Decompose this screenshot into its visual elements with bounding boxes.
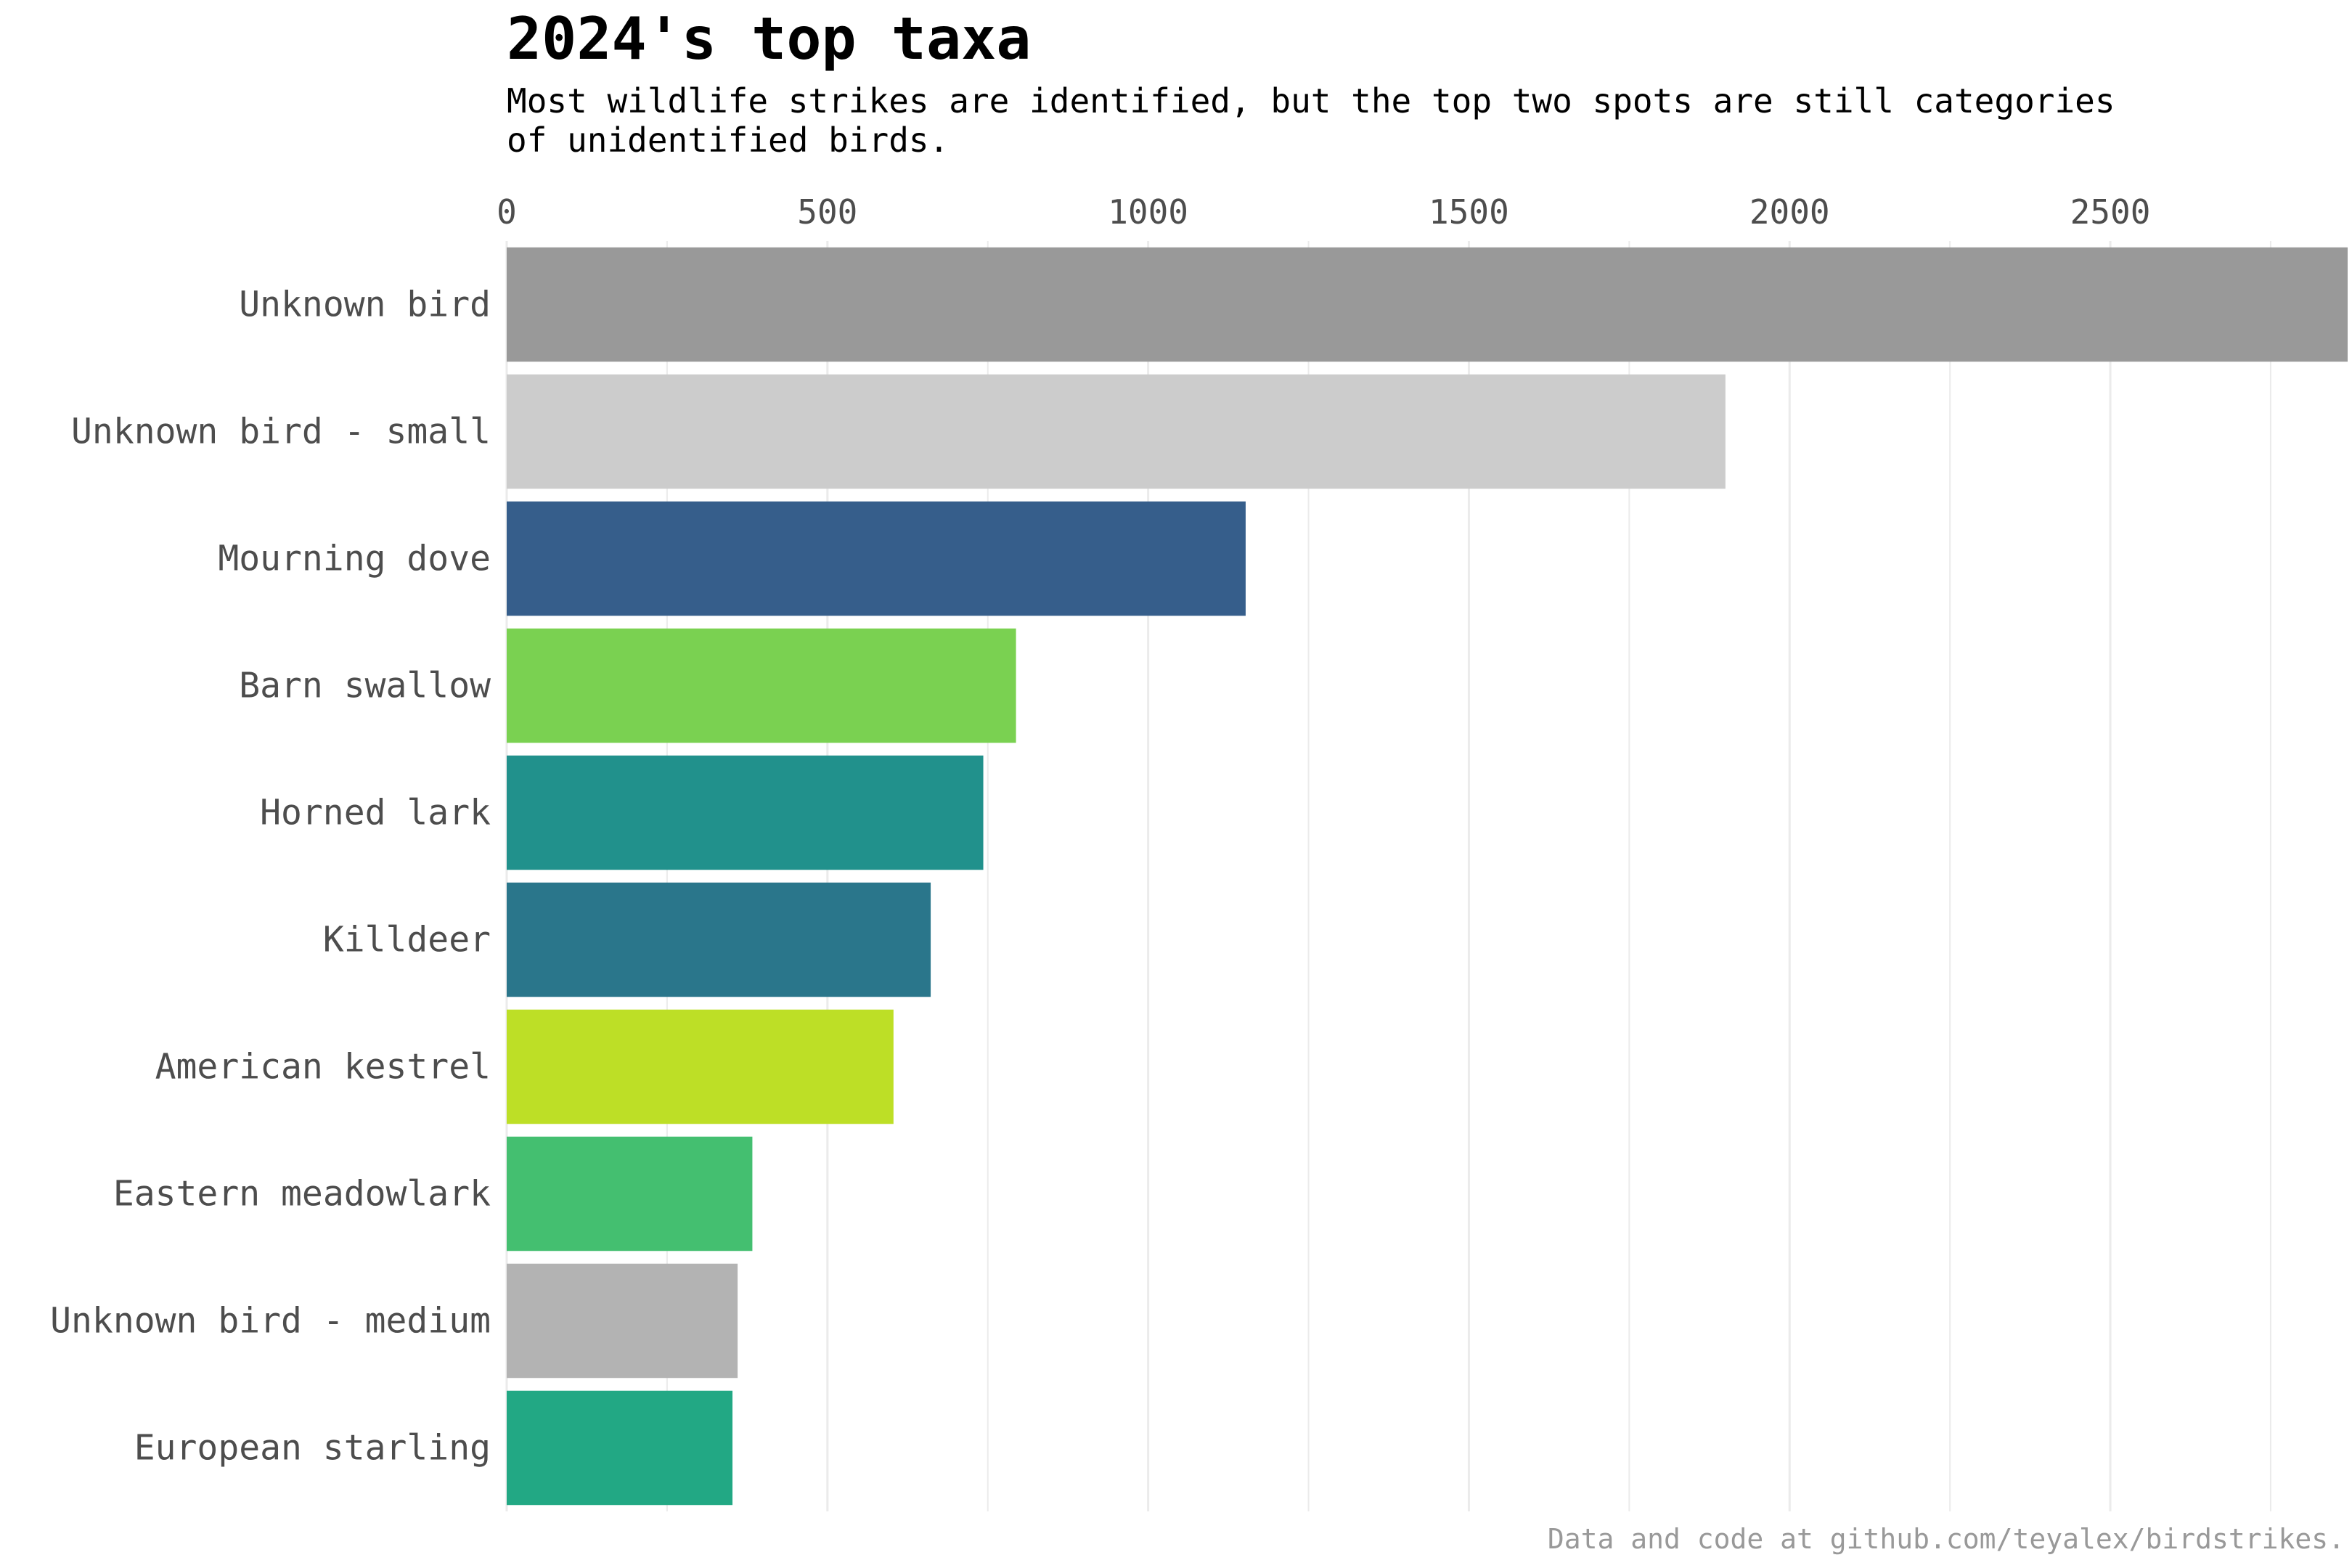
bar [507,501,1246,616]
x-tick-label: 2000 [1749,192,1830,232]
category-label: Killdeer [323,920,491,960]
category-label: European starling [134,1428,491,1469]
category-label: Unknown bird - medium [50,1301,491,1342]
bars [507,247,2348,1506]
bar [507,755,984,870]
source-caption: Data and code at github.com/teyalex/bird… [1547,1523,2345,1555]
category-labels: Unknown bird Unknown bird - small Mourning… [50,285,491,1469]
category-label: Mourning dove [218,539,491,579]
category-label: Eastern meadowlark [113,1174,491,1214]
bar [507,1263,738,1379]
category-label: Unknown bird - small [71,412,491,452]
x-tick-label: 0 [497,192,517,232]
bar [507,374,1726,489]
category-label: American kestrel [155,1047,491,1087]
bar [507,628,1016,743]
bar [507,1136,753,1251]
bar [507,1009,894,1124]
x-tick-label: 2500 [2070,192,2151,232]
bar [507,1390,733,1506]
x-tick-label: 500 [797,192,857,232]
category-label: Unknown bird [239,285,491,325]
category-label: Barn swallow [239,666,491,706]
x-tick-label: 1500 [1429,192,1509,232]
bar [507,247,2348,362]
chart-title: 2024's top taxa [507,5,1032,73]
x-axis-ticks: 0 500 1000 1500 2000 2500 [497,192,2150,232]
chart-subtitle: Most wildlife strikes are identified, bu… [507,81,2115,160]
x-tick-label: 1000 [1108,192,1188,232]
category-label: Horned lark [260,793,491,833]
bar [507,882,931,997]
